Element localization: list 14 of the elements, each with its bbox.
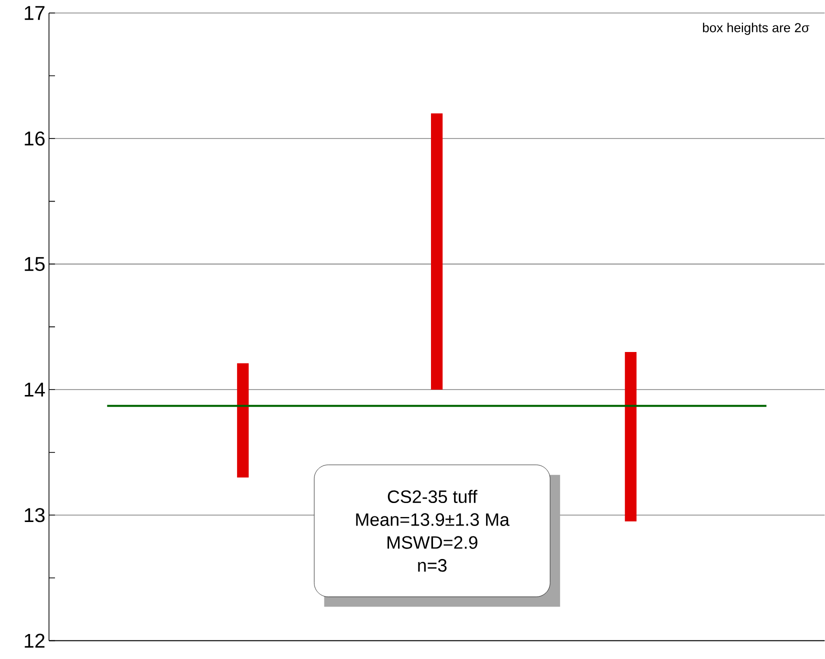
bar	[430, 114, 443, 390]
annotation: n=3	[418, 559, 447, 572]
y-tick-label: 17	[24, 6, 44, 20]
y-tick-label: 14	[24, 382, 45, 397]
annotation: CS2-35 tuff	[388, 490, 478, 504]
annotation: box heights are 2σ	[702, 22, 810, 35]
y-tick-label: 12	[24, 634, 44, 648]
y-tick-label: 15	[24, 257, 45, 272]
y-tick-label: 13	[24, 508, 45, 522]
annotation: Mean=13.9±1.3 Ma	[356, 513, 510, 526]
bar	[237, 363, 249, 478]
annotation: MSWD=2.9	[388, 536, 478, 550]
y-tick-label: 16	[24, 132, 45, 146]
bar	[624, 352, 637, 522]
